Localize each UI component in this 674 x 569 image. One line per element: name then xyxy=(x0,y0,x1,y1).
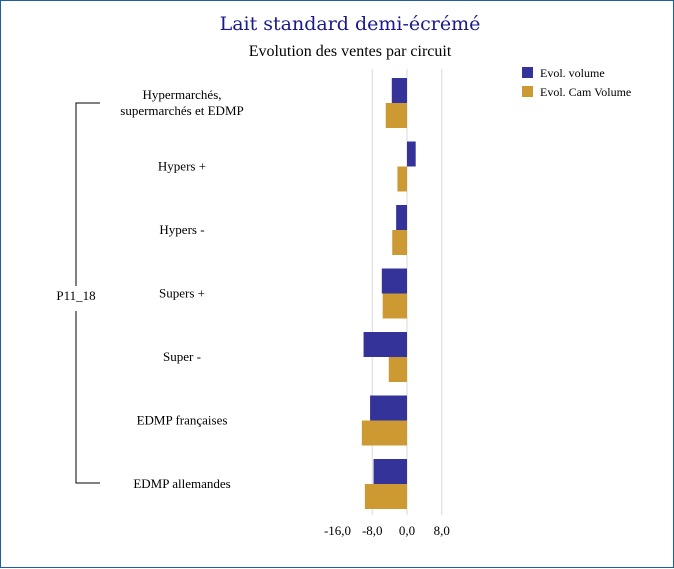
chart-title: Lait standard demi-écrémé xyxy=(220,13,481,35)
bar-evol-cam-volume xyxy=(397,166,407,192)
bar-evol-cam-volume xyxy=(392,230,407,255)
category-label: EDMP allemandes xyxy=(133,476,230,491)
x-axis-ticks: -16,0 -8,0 0,0 8,0 xyxy=(324,523,450,538)
x-tick-label: -16,0 xyxy=(324,523,351,538)
bar-evol-volume xyxy=(396,205,407,230)
x-tick-label: -8,0 xyxy=(362,523,383,538)
category-labels: Hypermarchés, supermarchés et EDMP Hypers … xyxy=(120,87,243,491)
bar-evol-volume xyxy=(407,141,416,167)
legend-swatch xyxy=(522,67,533,78)
bars xyxy=(361,78,416,509)
bar-evol-cam-volume xyxy=(364,484,407,509)
category-label: Hypers + xyxy=(158,159,206,174)
legend-swatch xyxy=(522,86,533,97)
bar-evol-cam-volume xyxy=(388,357,407,382)
group-label: P11_18 xyxy=(56,288,95,303)
legend: Evol. volume Evol. Cam Volume xyxy=(522,66,631,99)
category-label: Hypers - xyxy=(159,222,204,237)
bar-evol-volume xyxy=(370,395,407,421)
chart-subtitle: Evolution des ventes par circuit xyxy=(249,43,452,60)
bracket-line xyxy=(75,102,100,484)
bar-evol-volume xyxy=(381,268,407,294)
bar-evol-volume xyxy=(373,459,407,484)
legend-label: Evol. volume xyxy=(540,66,605,80)
category-label: Super - xyxy=(163,349,201,364)
bar-evol-cam-volume xyxy=(361,420,407,446)
bar-evol-cam-volume xyxy=(385,103,407,128)
category-label: EDMP françaises xyxy=(137,413,228,428)
x-tick-label: 0,0 xyxy=(399,523,415,538)
bar-evol-volume xyxy=(391,78,407,103)
bar-evol-cam-volume xyxy=(382,293,407,319)
category-label: Supers + xyxy=(159,286,205,301)
group-bracket xyxy=(75,102,100,484)
category-label: Hypermarchés, supermarchés et EDMP xyxy=(120,87,243,118)
bar-evol-volume xyxy=(363,332,407,357)
legend-label: Evol. Cam Volume xyxy=(540,85,631,99)
x-tick-label: 8,0 xyxy=(434,523,450,538)
